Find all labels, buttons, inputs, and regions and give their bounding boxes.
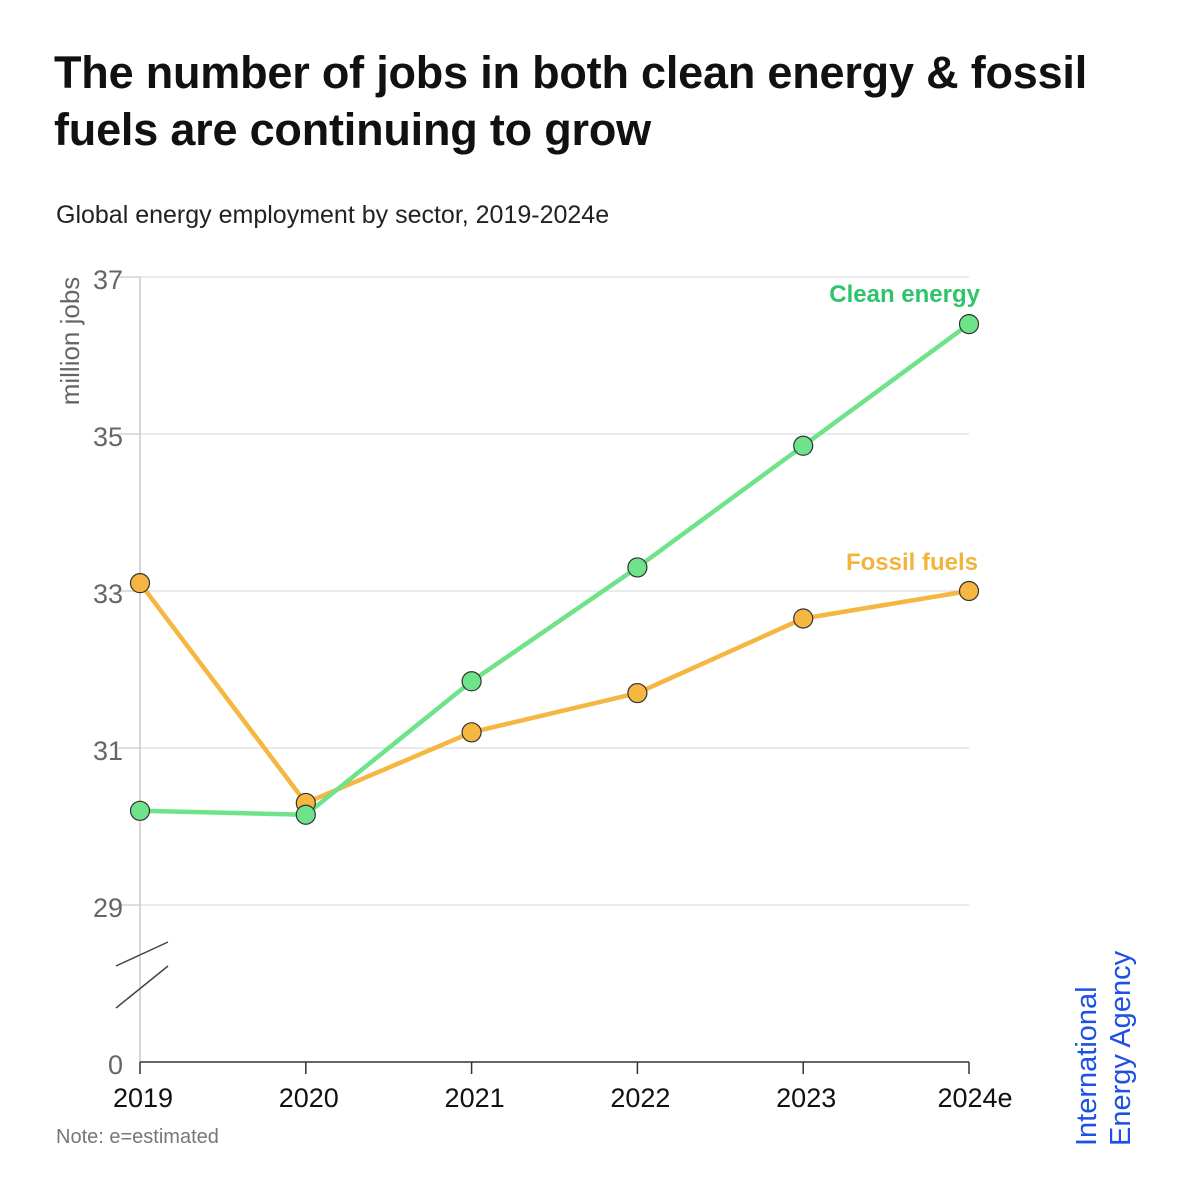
- logo-line-1: International: [1071, 986, 1103, 1146]
- y-axis: 0 29 31 33 35 37: [93, 265, 141, 1080]
- data-point-clean-energy-2021: [461, 671, 482, 692]
- data-point-fossil-fuels-2023: [793, 608, 814, 629]
- data-point-clean-energy-2022: [627, 557, 648, 578]
- data-point-fossil-fuels-2024e: [958, 580, 980, 602]
- data-point-fossil-fuels-2022: [627, 682, 648, 704]
- y-tick-label-37: 37: [93, 265, 123, 295]
- y-tick-label-35: 35: [93, 422, 123, 452]
- data-point-clean-energy-2020: [295, 804, 316, 825]
- y-tick-label-33: 33: [93, 579, 123, 609]
- series-lines: [137, 321, 972, 817]
- series-label-fossil-fuels: Fossil fuels: [846, 549, 978, 576]
- y-tick-label-31: 31: [93, 736, 123, 766]
- axis-break-mark-1: [115, 941, 169, 967]
- chart-title: The number of jobs in both clean energy …: [54, 47, 1088, 155]
- x-tick-label-2024e: 2024e: [937, 1083, 1012, 1113]
- series-line-fossil-fuels: [137, 580, 972, 806]
- chart-subtitle: Global energy employment by sector, 2019…: [56, 201, 610, 229]
- series-line-clean-energy: [137, 321, 972, 817]
- chart-note: Note: e=estimated: [56, 1126, 219, 1148]
- x-axis: 2019 2020 2021 2022 2023 2024e: [113, 1061, 1013, 1113]
- x-tick-label-2021: 2021: [445, 1083, 505, 1113]
- y-tick-label-29: 29: [93, 893, 123, 923]
- x-tick-label-2020: 2020: [279, 1083, 339, 1113]
- iea-logo: International Energy Agency: [1070, 950, 1138, 1146]
- y-tick-label-0: 0: [108, 1050, 123, 1080]
- x-tick-label-2023: 2023: [776, 1083, 836, 1113]
- series-points: [129, 314, 980, 825]
- x-tick-label-2019: 2019: [113, 1083, 173, 1113]
- logo-line-2: Energy Agency: [1105, 950, 1137, 1146]
- y-axis-label: million jobs: [55, 277, 85, 406]
- data-point-fossil-fuels-2019: [129, 573, 151, 594]
- data-point-clean-energy-2019: [129, 800, 151, 821]
- axis-break-mark-2: [115, 965, 169, 1009]
- data-point-clean-energy-2023: [793, 435, 814, 456]
- series-label-clean-energy: Clean energy: [829, 281, 980, 308]
- data-point-fossil-fuels-2021: [461, 722, 482, 743]
- gridlines: [140, 276, 969, 906]
- x-tick-label-2022: 2022: [610, 1083, 670, 1113]
- data-point-clean-energy-2024e: [958, 314, 980, 335]
- axis-break: [115, 941, 169, 1009]
